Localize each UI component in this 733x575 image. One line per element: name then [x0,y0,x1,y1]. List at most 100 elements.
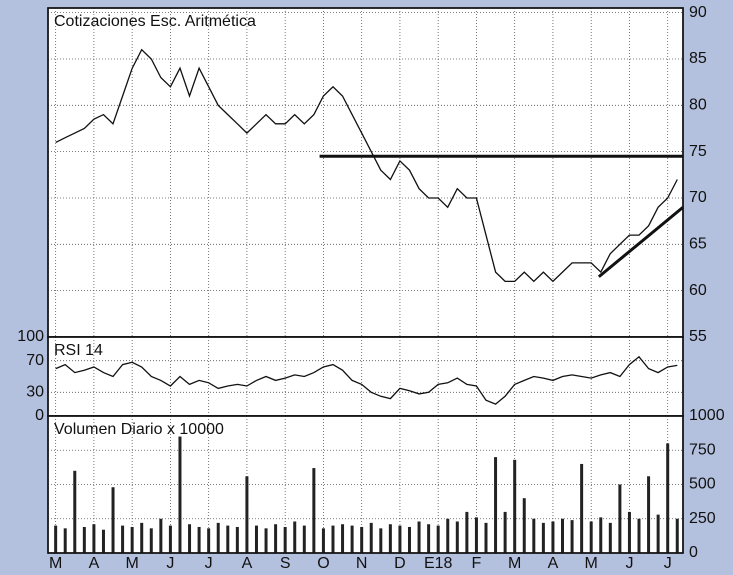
x-tick-label: D [394,555,406,572]
bar [465,511,469,553]
y-tick-label: 100 [17,328,44,345]
bar [675,518,679,553]
bar [312,468,316,553]
bar [264,528,268,553]
bar [407,526,411,553]
bar [455,521,459,553]
x-tick-label: N [356,555,368,572]
bar [388,524,392,553]
x-tick-label: O [317,555,329,572]
bar [627,511,631,553]
bar [207,528,211,553]
bar [130,526,134,553]
y-tick-label: 65 [689,236,707,253]
panel-frame [47,415,684,554]
bar [589,521,593,553]
x-tick-label: J [205,555,213,572]
x-tick-label: J [664,555,672,572]
bar [73,470,77,553]
bar [197,526,201,553]
series-line [55,48,678,283]
x-tick-label: M [508,555,521,572]
bar [474,517,478,553]
bar [618,484,622,553]
y-tick-label: 85 [689,50,707,67]
bar [274,524,278,553]
trend-line [597,206,684,278]
y-tick-label: 70 [689,189,707,206]
bar [427,524,431,553]
x-tick-label: M [585,555,598,572]
bar [321,528,325,553]
bar [226,525,230,553]
y-tick-label: 30 [26,384,44,401]
bar [149,528,153,553]
series-line [55,355,678,405]
panel [47,336,684,417]
bar [121,525,125,553]
bar [446,518,450,553]
y-tick-label: 70 [26,352,44,369]
y-tick-label: 60 [689,282,707,299]
bar [379,528,383,553]
panel-title: Volumen Diario x 10000 [54,421,224,438]
y-tick-label: 0 [689,544,698,561]
y-tick-label: 1000 [689,407,725,424]
y-tick-label: 55 [689,328,707,345]
bar [484,522,488,553]
bar [101,529,105,553]
bar [360,526,364,553]
bar [111,487,115,553]
x-tick-label: J [166,555,174,572]
bar [417,521,421,553]
bar [54,525,58,553]
bar [168,525,172,553]
bar [159,518,163,553]
y-tick-label: 75 [689,143,707,160]
y-tick-label: 750 [689,441,716,458]
panel-title: RSI 14 [54,342,103,359]
bar [494,457,498,553]
y-tick-label: 90 [689,4,707,21]
x-tick-label: A [242,555,253,572]
bar [570,520,574,553]
bar [503,511,507,553]
bar [140,522,144,553]
bar [541,522,545,553]
y-tick-label: 250 [689,510,716,527]
y-tick-label: 0 [35,407,44,424]
x-tick-label: E18 [424,555,453,572]
bar [513,459,517,553]
bar [283,526,287,553]
bar [350,525,354,553]
bar [254,525,258,553]
x-tick-label: A [548,555,559,572]
bar [666,443,670,553]
panel-title: Cotizaciones Esc. Aritmética [54,13,256,30]
bar [331,525,335,553]
bar [398,525,402,553]
y-tick-label: 80 [689,97,707,114]
bar [522,498,526,553]
x-tick-label: M [125,555,138,572]
x-tick-label: F [472,555,482,572]
panel [47,7,684,338]
bar [302,525,306,553]
bar [369,522,373,553]
bar [341,524,345,553]
bar [293,521,297,553]
bar [532,518,536,553]
x-tick-label: S [280,555,291,572]
bar [656,514,660,553]
bar [92,524,96,553]
x-tick-label: J [625,555,633,572]
bar [436,525,440,553]
bar [599,517,603,553]
bar [647,476,651,553]
bar [245,476,249,553]
bar [551,521,555,553]
bar [63,528,67,553]
bar [82,526,86,553]
bar [178,436,182,553]
